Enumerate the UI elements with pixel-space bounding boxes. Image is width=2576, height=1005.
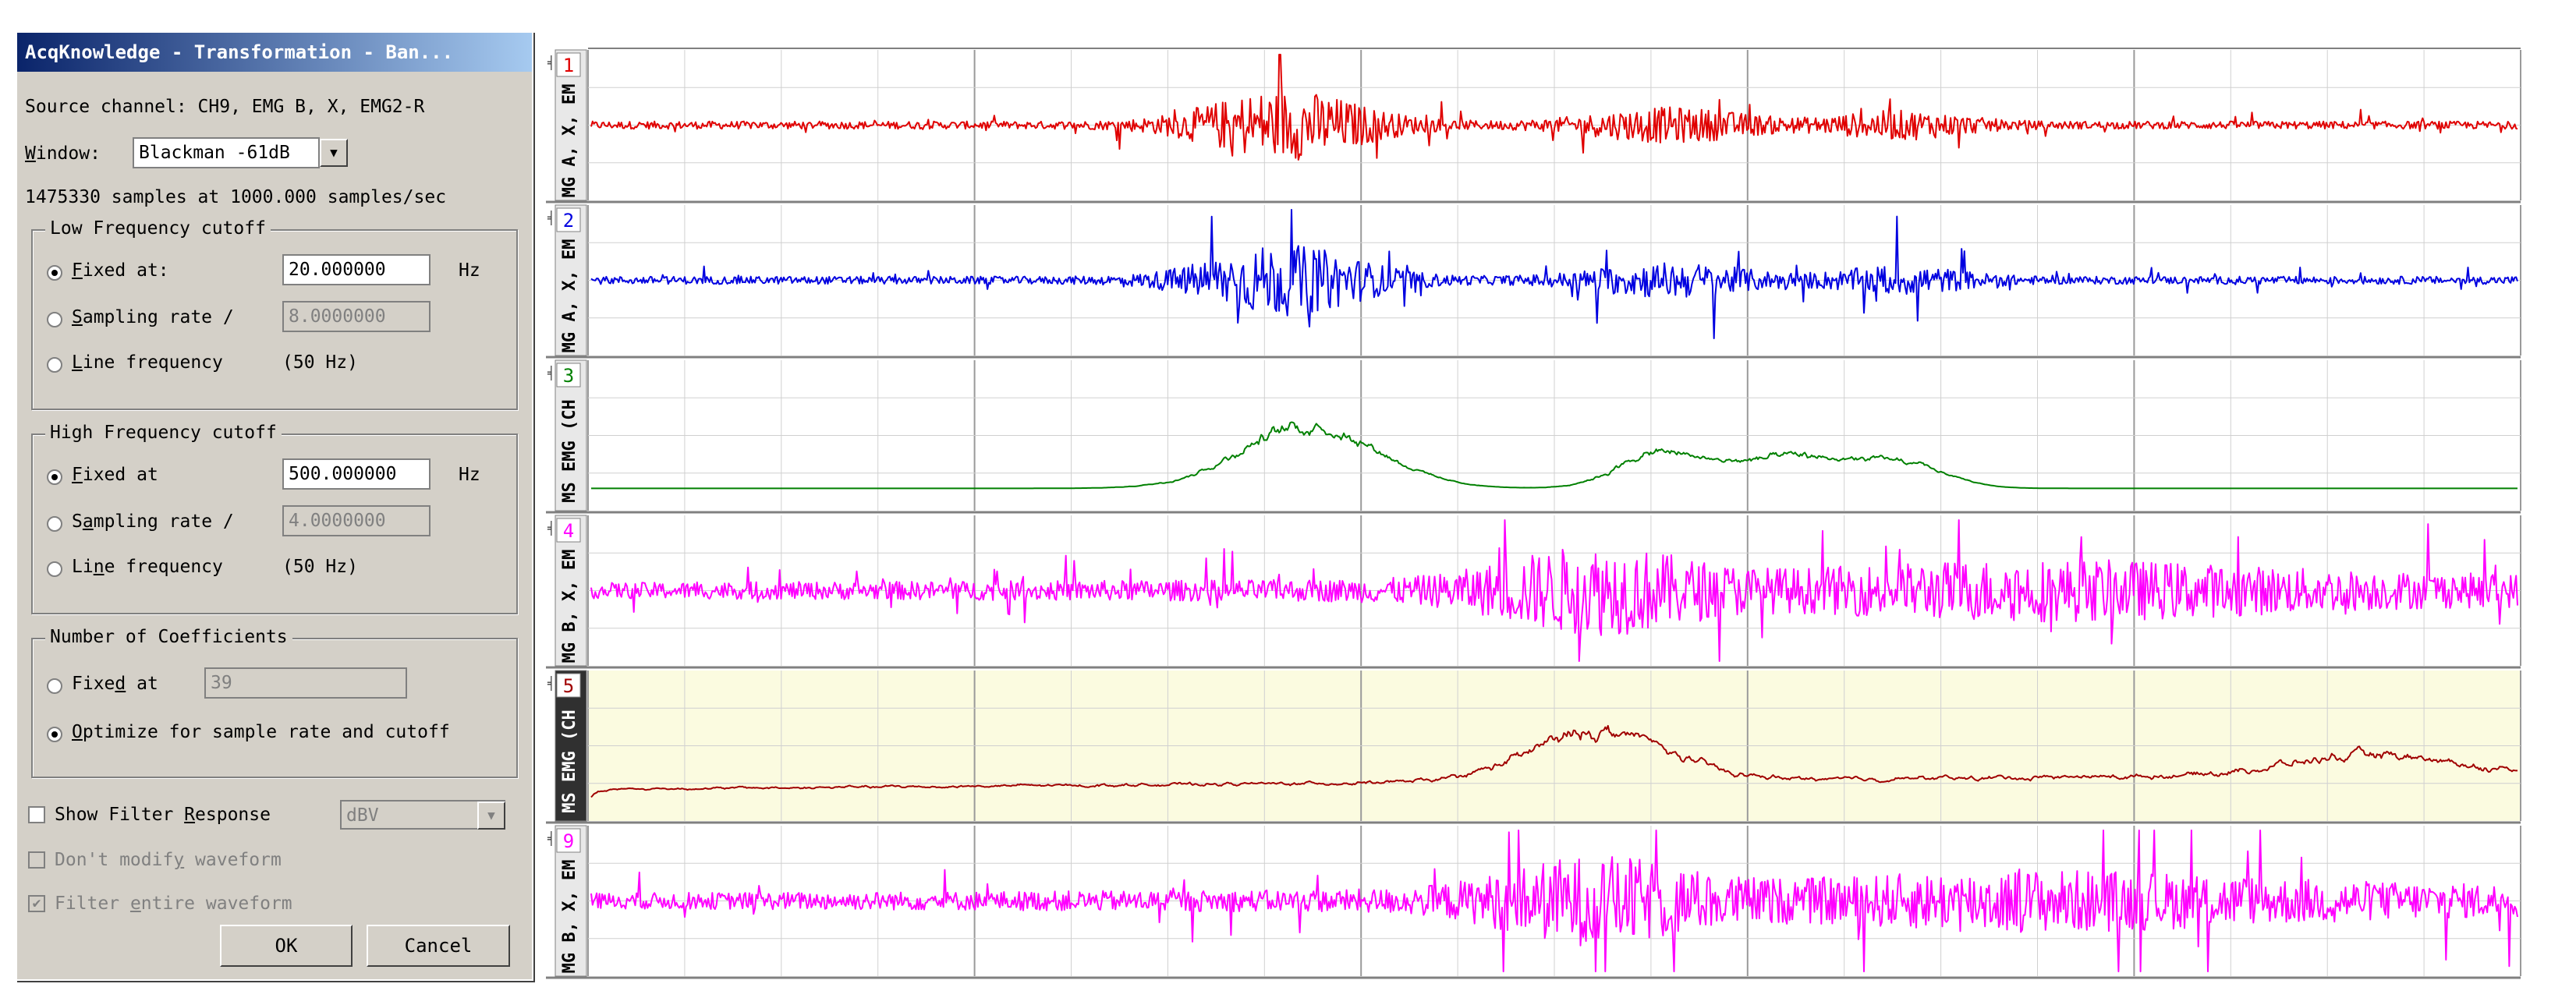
coefficients-group: Number of Coefficients Fixed at 39 Optim…: [31, 627, 518, 778]
channel-ruler-mark: ╡: [547, 830, 555, 846]
waveform-trace: [590, 209, 2518, 339]
channel-label: MG B, X, EM: [560, 550, 579, 664]
low-frequency-group-title: Low Frequency cutoff: [45, 218, 271, 239]
dialog-titlebar[interactable]: AcqKnowledge - Transformation - Ban...: [17, 33, 532, 72]
high-line-value: (50 Hz): [282, 557, 358, 577]
channel-number-box: [556, 363, 581, 387]
window-label: Window:: [25, 143, 101, 164]
channel-number: 4: [563, 520, 574, 542]
channel-number: 3: [563, 365, 574, 387]
channel-ruler-mark: ╡: [547, 365, 555, 380]
channel-number-box: [556, 207, 581, 232]
channel-number-box: [556, 828, 581, 853]
high-line-radio[interactable]: [47, 561, 62, 577]
coeff-fixed-input[interactable]: 39: [204, 667, 407, 699]
channel-label: MG A, X, EM: [560, 84, 579, 198]
low-sampling-input[interactable]: 8.0000000: [282, 301, 431, 332]
channel-ruler-mark: ╡: [547, 55, 555, 70]
low-sampling-label: Sampling rate /: [72, 307, 234, 327]
low-fixed-input[interactable]: 20.000000: [282, 254, 431, 285]
coefficients-group-title: Number of Coefficients: [45, 627, 292, 647]
channel-number: 5: [563, 675, 574, 697]
channel-number: 2: [563, 210, 574, 232]
channel-number-box: [556, 673, 581, 698]
channel-label: MG A, X, EM: [560, 239, 579, 353]
high-fixed-label: Fixed at: [72, 465, 158, 485]
waveform-display[interactable]: 1 MG A, X, EM ╡ 2 MG A, X, EM ╡ 3 MS EMG (CH ╡ 4 M…: [546, 31, 2542, 981]
ok-button[interactable]: OK: [220, 925, 353, 967]
channel-3[interactable]: 3 MS EMG (CH ╡: [546, 359, 2521, 514]
window-select[interactable]: Blackman -61dB: [133, 137, 320, 168]
waveform-trace: [590, 830, 2518, 972]
channel-9[interactable]: 9 MG B, X, EM ╡: [546, 825, 2521, 979]
high-sampling-input[interactable]: 4.0000000: [282, 505, 431, 536]
high-frequency-group: High Frequency cutoff Fixed at 500.00000…: [31, 423, 518, 614]
waveform-trace: [590, 724, 2518, 798]
high-line-label: Line frequency: [72, 557, 223, 577]
low-line-radio[interactable]: [47, 357, 62, 373]
samples-info-text: 1475330 samples at 1000.000 samples/sec: [25, 187, 447, 207]
chevron-down-icon: ▼: [487, 808, 495, 823]
chevron-down-icon: ▼: [330, 145, 338, 160]
source-channel-text: Source channel: CH9, EMG B, X, EMG2-R: [25, 97, 425, 117]
waveform-trace: [591, 421, 2518, 490]
channel-number: 9: [563, 830, 574, 852]
channel-label: MS EMG (CH: [560, 399, 579, 502]
coeff-optimize-radio[interactable]: [47, 727, 62, 742]
checkmark-icon: ✔: [32, 895, 41, 911]
waveform-trace: [590, 54, 2518, 161]
low-line-label: Line frequency: [72, 352, 223, 373]
window-select-value: Blackman -61dB: [139, 143, 290, 163]
coeff-fixed-label: Fixed at: [72, 674, 158, 694]
high-fixed-radio[interactable]: [47, 469, 62, 485]
high-sampling-label: Sampling rate /: [72, 511, 234, 532]
cancel-button[interactable]: Cancel: [367, 925, 510, 967]
channel-ruler-mark: ╡: [547, 210, 555, 225]
low-fixed-label: Fixed at:: [72, 260, 169, 281]
coeff-optimize-label: Optimize for sample rate and cutoff: [72, 722, 450, 742]
low-unit-label: Hz: [459, 260, 480, 281]
channel-number: 1: [563, 55, 574, 76]
filter-dialog: AcqKnowledge - Transformation - Ban... S…: [16, 31, 533, 981]
dont-modify-label: Don't modify waveform: [55, 850, 282, 870]
window-dropdown-button[interactable]: ▼: [320, 139, 348, 167]
channel-number-box: [556, 52, 581, 77]
channel-5[interactable]: 5 MS EMG (CH ╡: [546, 670, 2521, 824]
channel-ruler-mark: ╡: [547, 520, 555, 536]
channel-2[interactable]: 2 MG A, X, EM ╡: [546, 204, 2521, 359]
low-line-value: (50 Hz): [282, 352, 358, 373]
high-unit-label: Hz: [459, 465, 480, 485]
high-frequency-group-title: High Frequency cutoff: [45, 423, 282, 443]
high-fixed-input[interactable]: 500.000000: [282, 458, 431, 490]
response-unit-value: dBV: [346, 805, 379, 826]
channel-4[interactable]: 4 MG B, X, EM ╡: [546, 515, 2521, 669]
channel-ruler-mark: ╡: [547, 675, 555, 691]
coeff-fixed-radio[interactable]: [47, 678, 62, 694]
waveform-trace: [590, 519, 2518, 662]
channel-number-box: [556, 518, 581, 543]
filter-entire-checkbox[interactable]: ✔: [28, 895, 45, 912]
channel-label: MS EMG (CH: [560, 710, 579, 812]
high-sampling-radio[interactable]: [47, 516, 62, 532]
show-response-checkbox[interactable]: [28, 806, 45, 823]
dont-modify-checkbox[interactable]: [28, 851, 45, 869]
low-fixed-radio[interactable]: [47, 265, 62, 281]
show-response-label: Show Filter Response: [55, 805, 271, 825]
channel-1[interactable]: 1 MG A, X, EM ╡: [546, 49, 2521, 203]
channel-label: MG B, X, EM: [560, 860, 579, 974]
low-sampling-radio[interactable]: [47, 312, 62, 327]
response-unit-dropdown-button[interactable]: ▼: [477, 802, 505, 830]
filter-entire-label: Filter entire waveform: [55, 894, 292, 914]
low-frequency-group: Low Frequency cutoff Fixed at: 20.000000…: [31, 218, 518, 410]
